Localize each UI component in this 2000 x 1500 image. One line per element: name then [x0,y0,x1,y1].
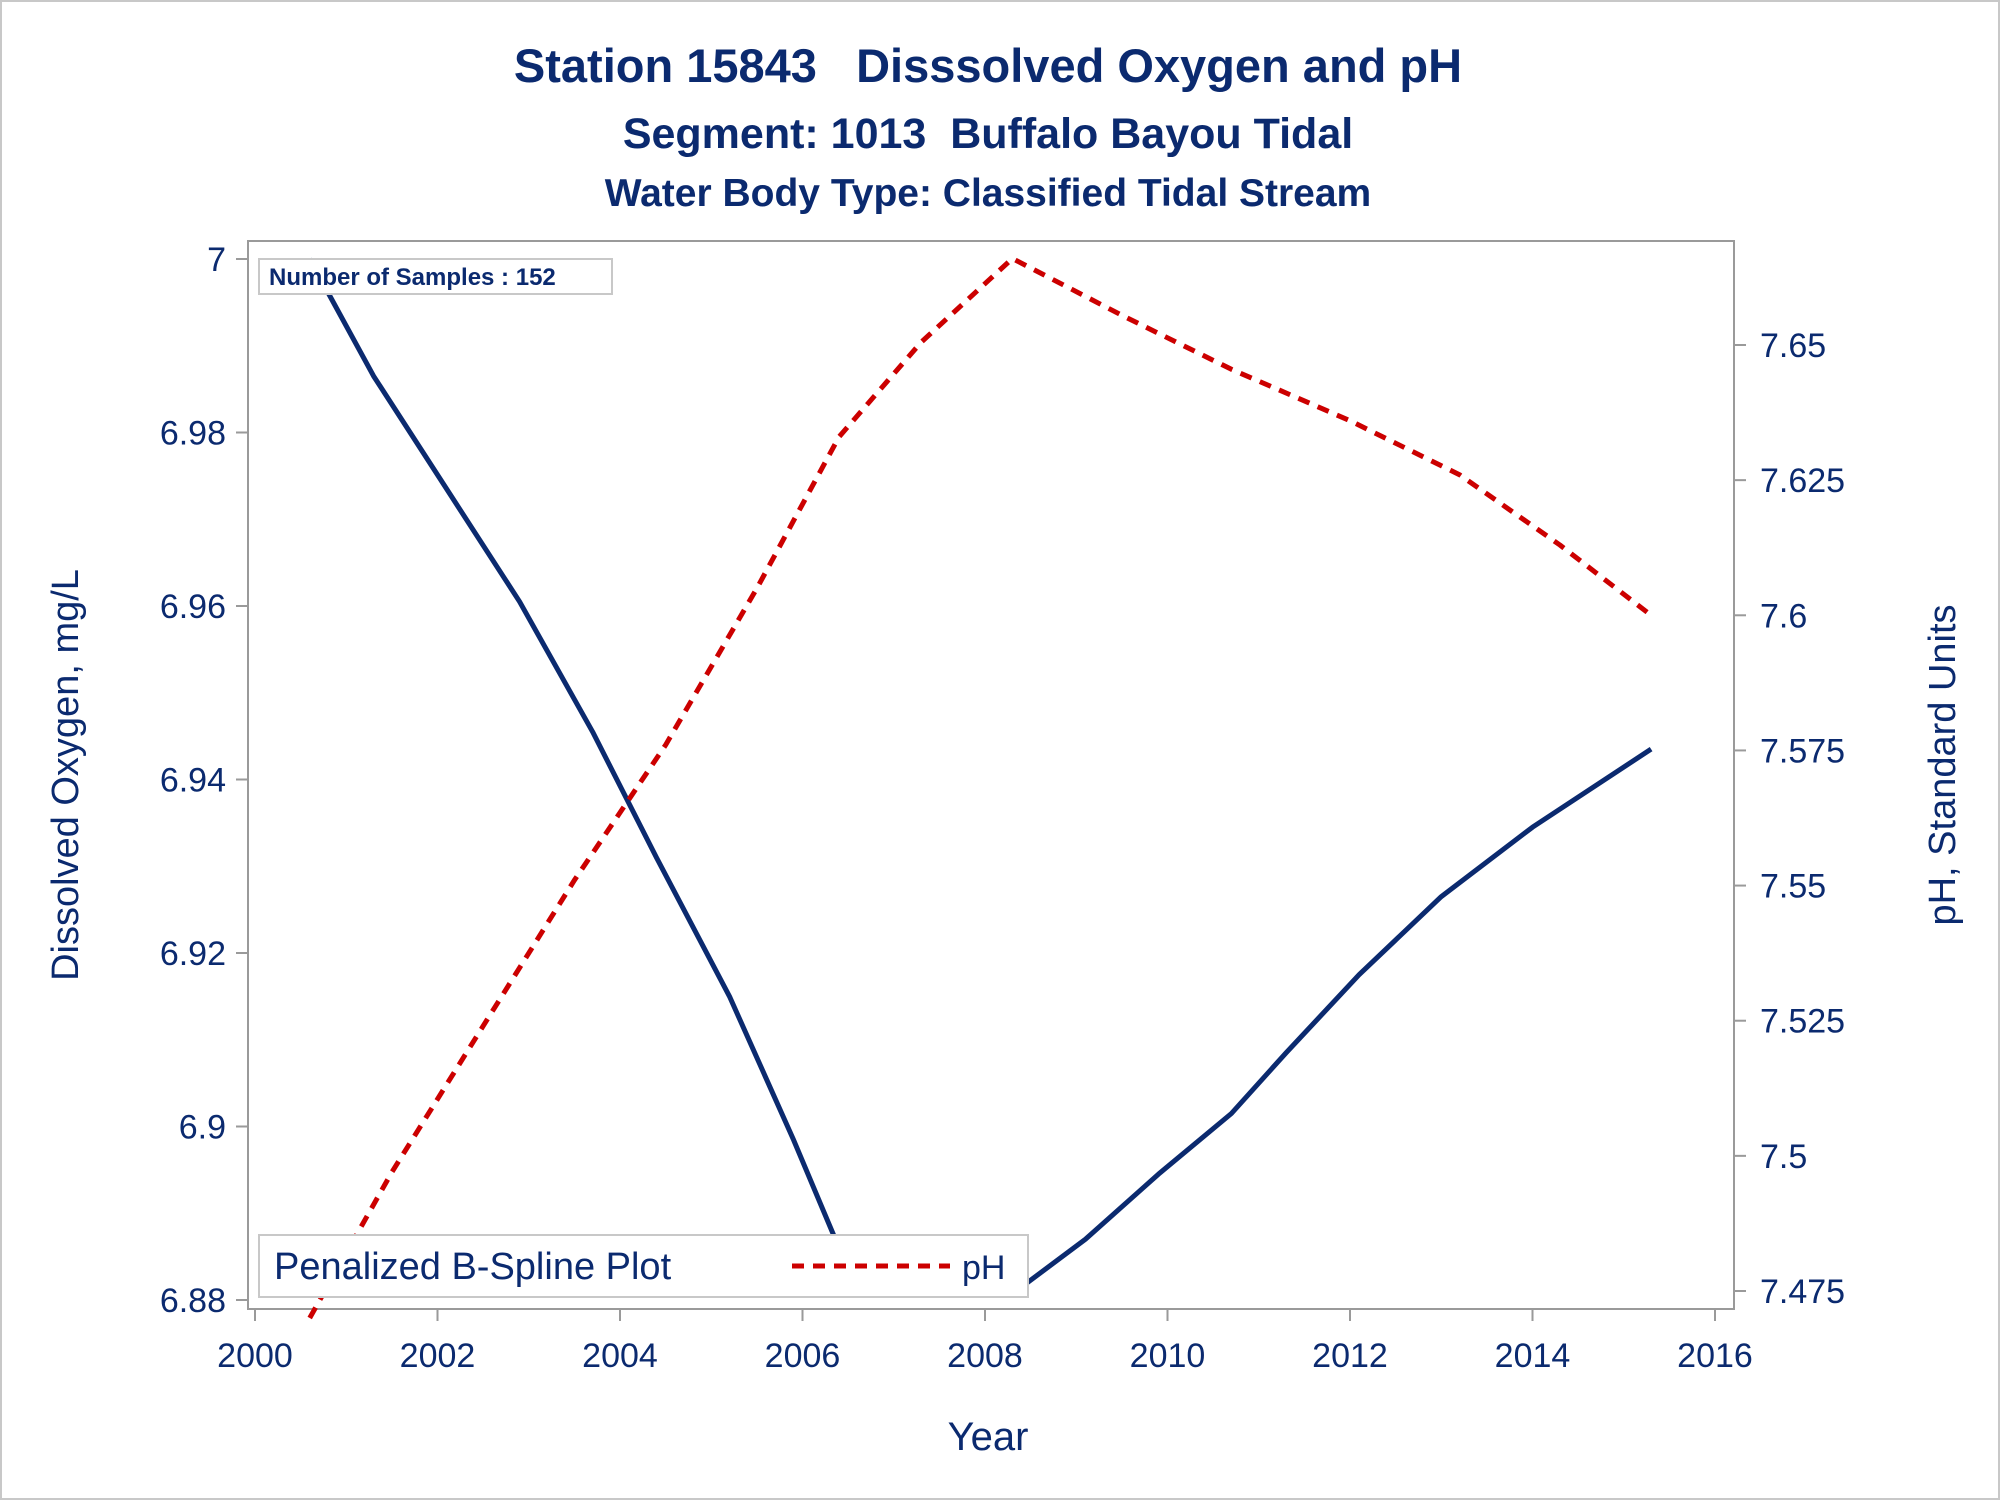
plot-area [247,240,1735,1310]
y2-tick-label-2: 7.525 [1760,1003,1845,1041]
ph-series-line [307,256,1653,1320]
y2-tick-label-6: 7.625 [1760,462,1845,500]
x-tick-label-1: 2002 [400,1337,476,1375]
inset-label: Number of Samples : 152 [269,264,556,291]
y-tick-label-6: 7 [207,241,226,279]
x-tick-label-4: 2008 [947,1337,1023,1375]
x-tick-label-2: 2004 [582,1337,658,1375]
chart-subtitle: Segment: 1013 Buffalo Bayou Tidal [623,110,1353,158]
y-tick-label-0: 6.88 [160,1282,226,1320]
x-tick-label-8: 2016 [1677,1337,1753,1375]
x-tick-label-6: 2012 [1312,1337,1388,1375]
y-tick-label-1: 6.9 [179,1109,226,1147]
x-tick-label-5: 2010 [1130,1337,1206,1375]
x-tick-label-7: 2014 [1495,1337,1571,1375]
x-axis: 2000 2002 2004 2006 2008 2010 2012 2014 2016 [217,1309,1753,1375]
y-axis-right: 7.475 7.5 7.525 7.55 7.575 7.6 7.625 7.65 [1734,327,1845,1311]
chart-title: Station 15843 Disssolved Oxygen and pH [514,39,1462,92]
y-tick-label-2: 6.92 [160,935,226,973]
y2-tick-label-0: 7.475 [1760,1273,1845,1311]
x-axis-label: Year [948,1415,1029,1459]
y2-tick-label-3: 7.55 [1760,868,1826,906]
legend-entry-ph: pH [962,1249,1005,1287]
y2-axis-label: pH, Standard Units [1922,604,1964,925]
y-axis-left: 6.88 6.9 6.92 6.94 6.96 6.98 7 [160,241,248,1320]
y-axis-label: Dissolved Oxygen, mg/L [45,569,87,981]
legend-title: Penalized B-Spline Plot [274,1246,672,1288]
inset-label-box [258,258,613,295]
y-tick-label-3: 6.94 [160,762,226,800]
x-tick-label-0: 2000 [217,1337,293,1375]
y2-tick-label-7: 7.65 [1760,327,1826,365]
y2-tick-label-5: 7.6 [1760,597,1807,635]
y2-tick-label-4: 7.575 [1760,732,1845,770]
y-tick-label-5: 6.98 [160,415,226,453]
chart-subtitle-2: Water Body Type: Classified Tidal Stream [605,172,1371,215]
y-tick-label-4: 6.96 [160,588,226,626]
x-tick-label-3: 2006 [765,1337,841,1375]
y2-tick-label-1: 7.5 [1760,1138,1807,1176]
